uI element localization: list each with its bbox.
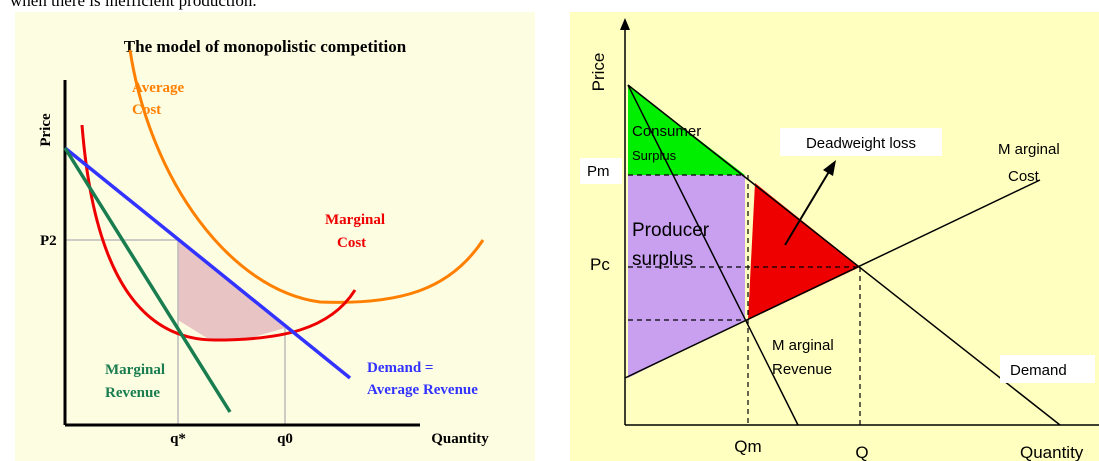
marginal-revenue-label: Revenue — [105, 385, 160, 401]
marginal-cost-label: Cost — [1008, 168, 1040, 185]
average-cost-label: Average — [132, 80, 185, 96]
left-x-axis-label: Quantity — [431, 431, 489, 447]
consumer-surplus-label: Surplus — [632, 148, 677, 163]
producer-surplus-area — [628, 175, 745, 378]
demand-label: Demand — [1010, 362, 1067, 379]
q-label: Q — [855, 443, 868, 461]
caption: when there is inefficient production. — [10, 0, 257, 10]
right-y-axis-label: Price — [589, 53, 608, 92]
q-star-label: q* — [170, 431, 186, 447]
marginal-revenue-label: Marginal — [105, 362, 165, 378]
marginal-revenue-label: Revenue — [772, 361, 832, 378]
marginal-cost-curve — [80, 124, 357, 342]
pc-label: Pc — [590, 255, 610, 274]
deadweight-loss-label: Deadweight loss — [806, 135, 916, 152]
arrow-head — [823, 160, 836, 176]
demand-line — [627, 84, 1061, 426]
marginal-revenue-curve — [63, 147, 232, 413]
pm-label: Pm — [587, 163, 610, 180]
marginal-revenue-label: M arginal — [772, 337, 834, 354]
marginal-cost-label: Marginal — [325, 212, 385, 228]
marginal-cost-label: M arginal — [998, 141, 1060, 158]
q0-label: q0 — [277, 431, 293, 447]
left-y-axis-label: Price — [38, 113, 54, 147]
deadweight-loss-box — [780, 128, 942, 156]
marginal-revenue-line — [627, 84, 799, 426]
average-cost-label: Cost — [132, 102, 161, 118]
deadweight-loss-area — [748, 183, 860, 320]
consumer-surplus-label: Consumer — [632, 123, 701, 140]
demand-curve — [63, 146, 352, 380]
shaded-area — [178, 240, 285, 340]
right-x-axis-label: Quantity — [1020, 443, 1084, 461]
marginal-cost-label: Cost — [337, 235, 366, 251]
demand-label: Average Revenue — [367, 382, 478, 398]
left-title: The model of monopolistic competition — [124, 37, 407, 56]
p2-label: P2 — [40, 233, 57, 249]
average-cost-curve — [128, 49, 485, 304]
marginal-cost-line — [624, 179, 1041, 379]
producer-surplus-label: Producer — [632, 220, 710, 241]
y-arrow — [620, 18, 630, 30]
demand-label: Demand = — [367, 360, 433, 376]
producer-surplus-label: surplus — [632, 249, 693, 270]
qm-label: Qm — [734, 437, 761, 456]
demand-box — [1000, 355, 1095, 383]
pm-box — [580, 158, 622, 184]
deadweight-arrow — [784, 169, 831, 246]
